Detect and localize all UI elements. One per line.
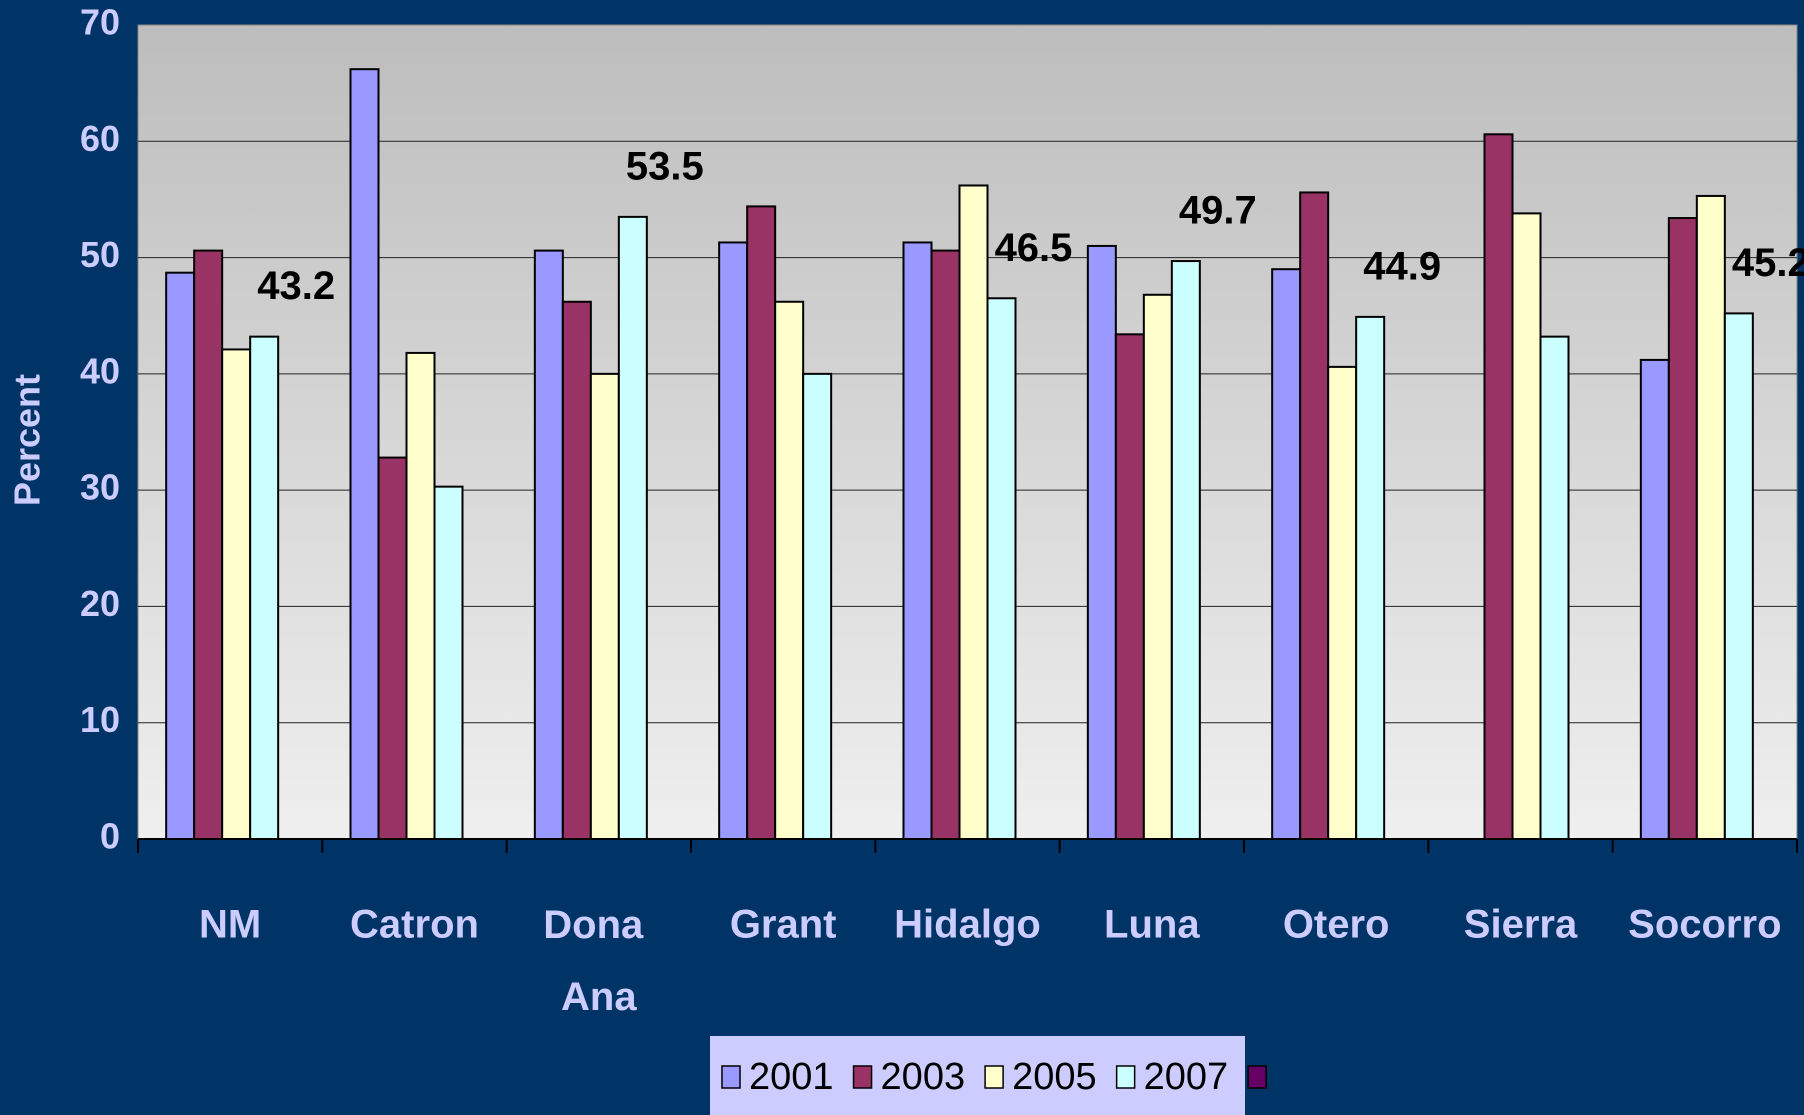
y-tick-label: 70 [80, 2, 120, 43]
bar [1539, 335, 1570, 840]
bar [986, 297, 1017, 840]
data-label: 44.9 [1363, 244, 1441, 288]
data-label: 45.2 [1732, 241, 1804, 285]
bar [1170, 260, 1201, 840]
bar [1511, 212, 1542, 840]
y-tick-label: 50 [80, 234, 120, 275]
y-tick-label: 60 [80, 118, 120, 159]
y-tick-label: 40 [80, 350, 120, 391]
legend [710, 1036, 1245, 1115]
data-label: 49.7 [1179, 189, 1257, 233]
bar [1114, 333, 1145, 840]
bar [221, 348, 252, 840]
x-tick-label: Luna [1104, 903, 1200, 947]
bar [1723, 312, 1754, 841]
bar [561, 300, 592, 840]
x-tick-label: Sierra [1464, 903, 1578, 947]
y-tick-label: 30 [80, 467, 120, 508]
bar [377, 456, 408, 840]
legend-swatch [721, 1065, 741, 1089]
data-label: 46.5 [995, 226, 1073, 270]
bar [1142, 293, 1173, 841]
bar [165, 271, 196, 840]
legend-swatch [852, 1065, 873, 1089]
x-tick-label: Socorro [1628, 903, 1781, 947]
bar [718, 241, 749, 840]
y-tick-label: 20 [80, 583, 120, 624]
bar [1483, 133, 1514, 840]
y-tick-label: 0 [100, 816, 120, 857]
legend-swatch [1115, 1065, 1136, 1089]
bar [930, 249, 961, 840]
bar [958, 184, 989, 840]
bar [433, 485, 464, 840]
legend-label: 2007 [1144, 1056, 1229, 1098]
bar [405, 351, 436, 840]
y-axis-label: Percent [7, 374, 48, 506]
bar [774, 300, 805, 840]
bar [349, 68, 380, 840]
bar [1299, 191, 1330, 841]
x-tick-label: Hidalgo [894, 903, 1041, 947]
x-tick-label: Otero [1283, 903, 1390, 947]
legend-label: 2003 [881, 1056, 966, 1098]
x-tick-label: NM [199, 903, 261, 947]
bar [249, 335, 280, 840]
x-tick-label: Dona Ana [543, 903, 654, 1019]
bar [1355, 315, 1386, 840]
bar [1639, 358, 1670, 840]
bar [1086, 244, 1117, 840]
bar [902, 241, 933, 840]
y-tick-label: 10 [80, 699, 120, 740]
bar [1271, 268, 1302, 840]
x-tick-label: Catron [350, 903, 479, 947]
x-tick-label: Grant [730, 903, 837, 947]
data-label: 53.5 [626, 144, 704, 188]
bar [1327, 365, 1358, 840]
legend-swatch [984, 1065, 1004, 1089]
bar [617, 215, 648, 841]
bar [1667, 217, 1698, 840]
legend-label: 2001 [749, 1056, 834, 1098]
legend-swatch [1247, 1065, 1267, 1089]
bar [1695, 194, 1726, 840]
bar [533, 249, 564, 840]
data-label: 43.2 [257, 264, 335, 308]
bar [746, 205, 777, 841]
bar [193, 249, 224, 840]
legend-label: 2005 [1012, 1056, 1097, 1098]
bar [802, 372, 833, 840]
bar [589, 372, 620, 840]
